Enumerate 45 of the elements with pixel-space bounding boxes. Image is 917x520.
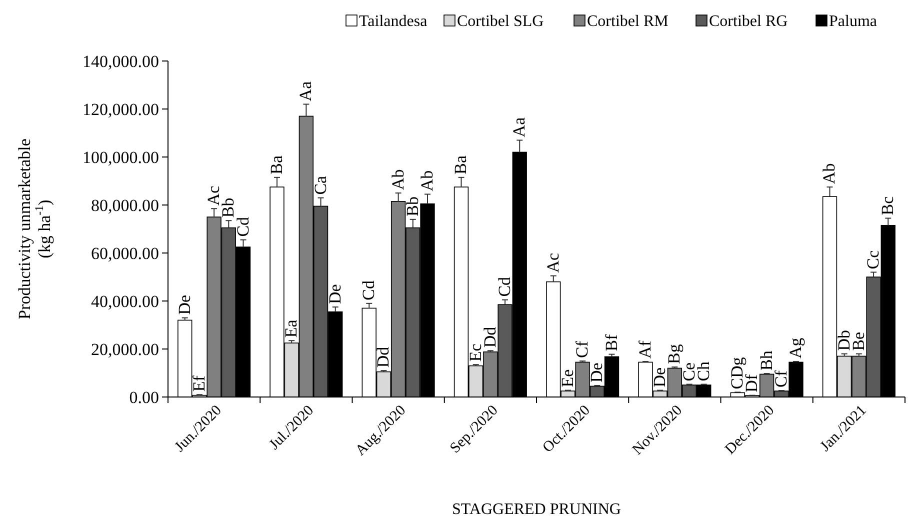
y-tick-label: 20,000.00 [91, 340, 159, 359]
data-label: Ab [820, 163, 839, 184]
y-tick-label: 120,000.00 [82, 100, 159, 119]
y-tick-label: 80,000.00 [91, 196, 159, 215]
data-label: Ba [451, 155, 470, 174]
legend-label: Cortibel SLG [457, 13, 544, 30]
y-tick-label: 0.00 [129, 388, 159, 407]
data-label: Cd [233, 216, 252, 237]
data-label: Ag [786, 337, 805, 358]
data-label: Bb [218, 198, 238, 218]
legend-label: Cortibel RG [709, 13, 788, 30]
data-label: Bf [602, 334, 621, 352]
data-label: Aa [296, 80, 316, 102]
data-label: Ca [310, 175, 330, 195]
data-label: Ac [543, 252, 562, 273]
y-tick-label: 40,000.00 [91, 292, 159, 311]
legend-label: Paluma [829, 13, 877, 30]
data-label: Af [636, 340, 654, 358]
data-label: Cf [771, 370, 790, 388]
data-label: Ee [558, 369, 577, 388]
data-label: Aa [510, 116, 529, 138]
data-label: Bb [402, 196, 422, 216]
legend-label: Cortibel RM [587, 13, 668, 30]
x-axis-title: STAGGERED PRUNING [452, 501, 622, 518]
data-label: Ef [189, 375, 208, 392]
data-label: Ab [388, 169, 408, 190]
data-label: Dd [374, 346, 393, 368]
data-label: Bg [664, 344, 684, 364]
y-tick-label: 60,000.00 [91, 244, 159, 263]
data-label: Bc [878, 196, 898, 216]
data-label: Ab [418, 170, 436, 192]
data-label: Cd [495, 276, 514, 297]
data-label: Cf [572, 340, 592, 358]
data-label: Bh [756, 350, 776, 370]
y-tick-label: 100,000.00 [82, 148, 159, 167]
data-label: Ea [282, 319, 301, 338]
data-label: Cd [359, 280, 378, 300]
data-label: Cc [864, 250, 883, 270]
data-label: De [325, 284, 344, 304]
data-label: De [587, 362, 606, 382]
y-tick-label: 140,000.00 [82, 52, 159, 71]
data-label: De [650, 367, 670, 388]
data-label: Ba [267, 155, 286, 174]
data-label: De [174, 294, 194, 315]
legend-label: Tailandesa [359, 13, 428, 30]
